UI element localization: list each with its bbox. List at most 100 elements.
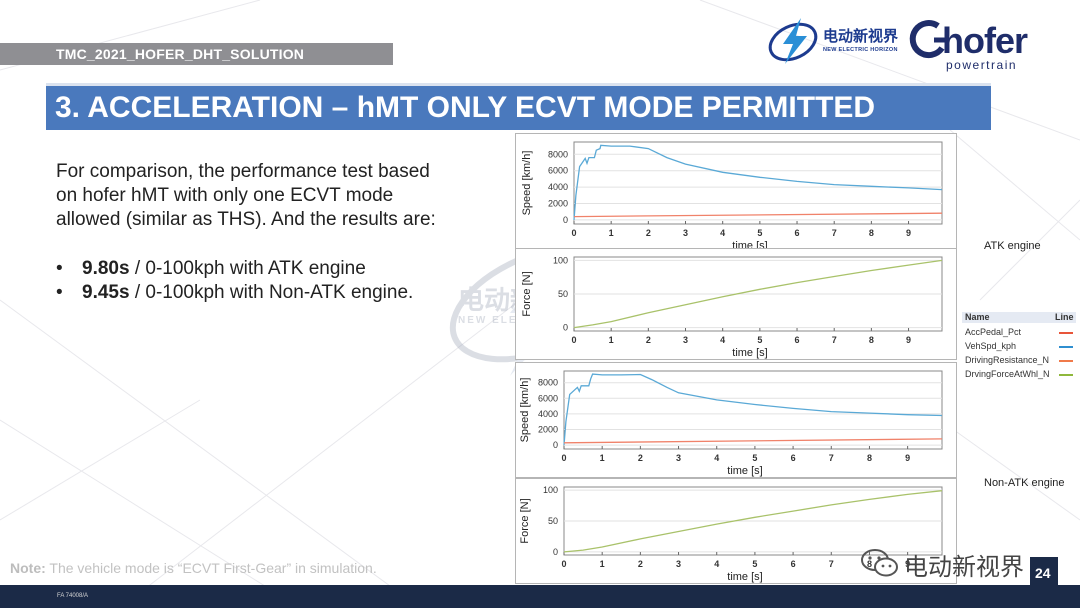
- legend-swatch: [1059, 346, 1073, 348]
- title-bar: 3. ACCELERATION – hMT ONLY ECVT MODE PER…: [46, 83, 991, 130]
- list-item: • 9.80s / 0-100kph with ATK engine: [56, 258, 366, 279]
- legend-item: VehSpd_kph: [962, 340, 1076, 354]
- x-tick-label: 6: [791, 453, 796, 463]
- y-tick-label: 0: [563, 323, 568, 333]
- x-tick-label: 0: [571, 228, 576, 238]
- list-item: • 9.45s / 0-100kph with Non-ATK engine.: [56, 282, 414, 303]
- x-tick-label: 6: [795, 228, 800, 238]
- plot-area: [563, 370, 943, 450]
- x-tick-label: 2: [638, 559, 643, 569]
- y-tick-label: 2000: [538, 425, 558, 435]
- x-tick-label: 3: [683, 335, 688, 345]
- result-time: 9.45s: [82, 282, 130, 303]
- legend-swatch: [1059, 360, 1073, 362]
- x-tick-label: 5: [752, 453, 757, 463]
- footnote-label: Note:: [10, 560, 46, 576]
- y-tick-label: 6000: [538, 393, 558, 403]
- atk-force-chart: 0 50 100 0 1 2 3 4 5 6 7 8 9 time [s] Force [N]: [521, 255, 943, 359]
- x-tick-label: 1: [600, 559, 605, 569]
- atk-speed-chart-panel: 0 2000 4000 6000 8000 0 1 2 3 4 5 6 7 8 9 time [s] Speed…: [515, 133, 957, 253]
- y-axis-label: Speed [km/h]: [519, 378, 531, 443]
- x-tick-label: 8: [869, 335, 874, 345]
- footnote-text: The vehicle mode is “ECVT First-Gear” in…: [45, 560, 377, 576]
- result-text: / 0-100kph with ATK engine: [129, 258, 366, 279]
- x-tick-label: 5: [752, 559, 757, 569]
- y-axis-label: Speed [km/h]: [521, 151, 533, 216]
- x-tick-label: 9: [906, 335, 911, 345]
- x-tick-label: 7: [832, 335, 837, 345]
- y-tick-label: 4000: [548, 182, 568, 192]
- x-tick-label: 7: [829, 453, 834, 463]
- plot-area: [573, 141, 943, 225]
- legend-item: DrvingForceAtWhl_N: [962, 368, 1076, 382]
- x-tick-label: 2: [638, 453, 643, 463]
- legend-swatch: [1059, 374, 1073, 376]
- atk-engine-caption: ATK engine: [984, 240, 1041, 252]
- document-tag: TMC_2021_HOFER_DHT_SOLUTION: [56, 46, 305, 62]
- legend-item-label: DrivingResistance_N: [965, 355, 1050, 365]
- x-tick-label: 0: [561, 559, 566, 569]
- series-line: [563, 373, 943, 446]
- x-tick-label: 0: [561, 453, 566, 463]
- y-tick-label: 8000: [548, 149, 568, 159]
- x-axis-label: time [s]: [732, 347, 767, 359]
- x-tick-label: 1: [609, 335, 614, 345]
- x-tick-label: 8: [869, 228, 874, 238]
- footer-bar: FA 74008/A: [0, 585, 1080, 608]
- wechat-account-name: 电动新视界: [904, 553, 1024, 581]
- series-line: [573, 259, 943, 329]
- hofer-wordmark: hofer: [942, 20, 1028, 61]
- wechat-badge: 电动新视界: [860, 547, 1040, 581]
- series-line: [573, 212, 943, 218]
- logo-nev-chinese: 电动新视界: [823, 27, 899, 45]
- x-tick-label: 3: [676, 453, 681, 463]
- lightning-globe-icon: [768, 18, 818, 64]
- legend-header: Name Line: [962, 312, 1076, 323]
- x-tick-label: 4: [720, 335, 725, 345]
- x-tick-label: 7: [829, 559, 834, 569]
- legend-item: AccPedal_Pct: [962, 326, 1076, 340]
- x-tick-label: 4: [714, 453, 719, 463]
- x-tick-label: 1: [609, 228, 614, 238]
- hofer-swirl-icon: [909, 20, 946, 59]
- y-tick-label: 100: [553, 255, 568, 265]
- y-tick-label: 4000: [538, 409, 558, 419]
- y-tick-label: 100: [543, 485, 558, 495]
- page-number-box: 24: [1030, 557, 1058, 589]
- logo-nev-english: NEW ELECTRIC HORIZON: [823, 47, 898, 53]
- intro-paragraph: For comparison, the performance test bas…: [56, 161, 436, 230]
- y-tick-label: 0: [553, 547, 558, 557]
- new-electric-horizon-logo: 电动新视界 NEW ELECTRIC HORIZON: [765, 14, 905, 66]
- non-atk-speed-chart: 0 2000 4000 6000 8000 0 1 2 3 4 5 6 7 8 9 time [s] Speed…: [519, 370, 943, 477]
- x-tick-label: 4: [720, 228, 725, 238]
- x-tick-label: 8: [867, 559, 872, 569]
- y-tick-label: 2000: [548, 199, 568, 209]
- footnote: Note: The vehicle mode is “ECVT First-Ge…: [10, 560, 377, 576]
- legend-item-label: DrvingForceAtWhl_N: [965, 369, 1050, 379]
- x-tick-label: 3: [676, 559, 681, 569]
- wechat-icon: [861, 549, 898, 577]
- document-tag-bar: TMC_2021_HOFER_DHT_SOLUTION: [0, 43, 393, 65]
- series-line: [563, 490, 943, 553]
- x-tick-label: 2: [646, 228, 651, 238]
- footer-code: FA 74008/A: [57, 593, 89, 599]
- y-tick-label: 8000: [538, 378, 558, 388]
- x-tick-label: 9: [905, 559, 910, 569]
- atk-force-chart-panel: 0 50 100 0 1 2 3 4 5 6 7 8 9 time [s] Force [N]: [515, 248, 957, 360]
- x-tick-label: 9: [906, 228, 911, 238]
- x-tick-label: 2: [646, 335, 651, 345]
- x-tick-label: 9: [905, 453, 910, 463]
- x-axis-label: time [s]: [727, 465, 762, 477]
- x-tick-label: 7: [832, 228, 837, 238]
- x-axis-label: time [s]: [727, 571, 762, 583]
- y-tick-label: 6000: [548, 166, 568, 176]
- legend-swatch: [1059, 332, 1073, 334]
- x-tick-label: 1: [600, 453, 605, 463]
- result-time: 9.80s: [82, 258, 130, 279]
- legend-item-label: AccPedal_Pct: [965, 327, 1022, 337]
- x-tick-label: 5: [757, 335, 762, 345]
- legend-item: DrivingResistance_N: [962, 354, 1076, 368]
- result-text: / 0-100kph with Non-ATK engine.: [129, 282, 414, 303]
